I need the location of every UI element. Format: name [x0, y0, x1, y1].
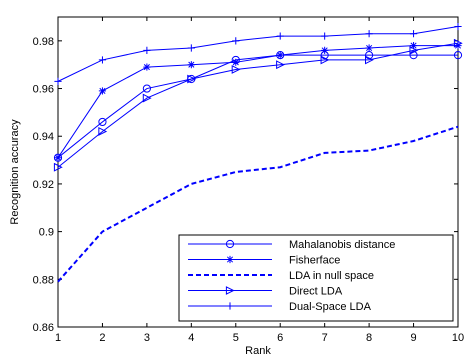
marker-circle — [409, 51, 418, 60]
marker-plus — [321, 32, 329, 40]
y-tick-label: 0.9 — [39, 227, 54, 239]
x-tick-label: 5 — [233, 332, 239, 344]
marker-plus — [232, 37, 240, 45]
series-layer — [53, 22, 463, 283]
legend-label: Mahalanobis distance — [289, 239, 395, 251]
x-tick-label: 4 — [188, 332, 194, 344]
series-line — [57, 42, 459, 168]
legend-label: Dual-Space LDA — [289, 301, 372, 313]
marker-plus — [54, 77, 62, 85]
legend-item: Mahalanobis distance — [188, 239, 395, 251]
marker-asterisk — [365, 44, 373, 52]
y-tick-label: 0.86 — [33, 322, 54, 334]
x-tick-label: 2 — [99, 332, 105, 344]
marker-plus — [143, 46, 151, 54]
marker-triangle-right — [142, 93, 152, 103]
x-tick-label: 9 — [410, 332, 416, 344]
marker-plus — [276, 32, 284, 40]
marker-triangle-right — [231, 65, 241, 74]
marker-circle — [453, 51, 463, 60]
axis-ticks: 1 2 3 4 5 6 7 8 9 10 0.86 0.88 0.9 0.92 0.94 0.96 0.98 — [33, 17, 464, 344]
marker-plus — [409, 30, 418, 38]
marker-asterisk — [187, 61, 195, 69]
marker-asterisk — [98, 87, 107, 95]
legend-item: Fisherface — [188, 255, 340, 267]
series-direct-lda — [53, 38, 463, 172]
marker-plus — [187, 44, 195, 52]
marker-asterisk — [226, 255, 234, 264]
marker-asterisk — [409, 42, 418, 50]
marker-plus — [365, 30, 373, 38]
x-tick-label: 8 — [366, 332, 372, 344]
marker-triangle-right — [98, 127, 108, 136]
x-axis-label: Rank — [245, 345, 271, 357]
legend: Mahalanobis distance Fisherface LDA in nul… — [178, 234, 454, 322]
legend-label: Fisherface — [289, 255, 340, 267]
series-line — [57, 125, 459, 283]
legend-label: LDA in null space — [289, 270, 374, 282]
series-fisherface — [54, 42, 462, 162]
marker-plus — [226, 302, 234, 310]
marker-triangle-right — [320, 55, 330, 65]
marker-circle — [142, 84, 151, 93]
marker-asterisk — [143, 63, 151, 71]
series-dual-space-lda — [54, 22, 462, 85]
marker-circle — [225, 239, 235, 249]
x-tick-label: 10 — [452, 332, 464, 344]
marker-triangle-right — [276, 60, 285, 70]
series-lda-in-null-space — [57, 125, 459, 283]
marker-triangle-right — [453, 38, 463, 48]
x-tick-label: 3 — [144, 332, 150, 344]
legend-box — [178, 234, 454, 322]
y-tick-label: 0.96 — [33, 84, 54, 96]
marker-plus — [454, 22, 462, 31]
marker-asterisk — [276, 51, 284, 59]
marker-triangle-right — [365, 55, 374, 65]
legend-label: Direct LDA — [289, 286, 343, 298]
legend-item: LDA in null space — [188, 270, 374, 282]
marker-circle — [98, 117, 107, 127]
series-line — [57, 45, 458, 158]
y-tick-label: 0.98 — [33, 36, 54, 48]
y-tick-label: 0.94 — [33, 131, 54, 143]
marker-triangle-right — [225, 286, 235, 295]
y-tick-label: 0.92 — [33, 179, 54, 191]
marker-asterisk — [321, 46, 329, 54]
x-tick-label: 1 — [55, 332, 61, 344]
marker-triangle-right — [53, 162, 63, 172]
series-line — [57, 26, 459, 82]
marker-asterisk — [232, 58, 240, 66]
marker-asterisk — [54, 154, 62, 162]
x-tick-label: 6 — [277, 332, 283, 344]
y-axis-label: Recognition accuracy — [9, 119, 21, 225]
marker-asterisk — [454, 42, 462, 50]
x-tick-label: 7 — [322, 332, 328, 344]
legend-item: Direct LDA — [188, 286, 343, 298]
marker-triangle-right — [187, 74, 197, 84]
marker-triangle-right — [409, 45, 419, 55]
legend-item: Dual-Space LDA — [188, 301, 372, 313]
marker-plus — [98, 56, 107, 64]
y-tick-label: 0.88 — [33, 274, 54, 286]
